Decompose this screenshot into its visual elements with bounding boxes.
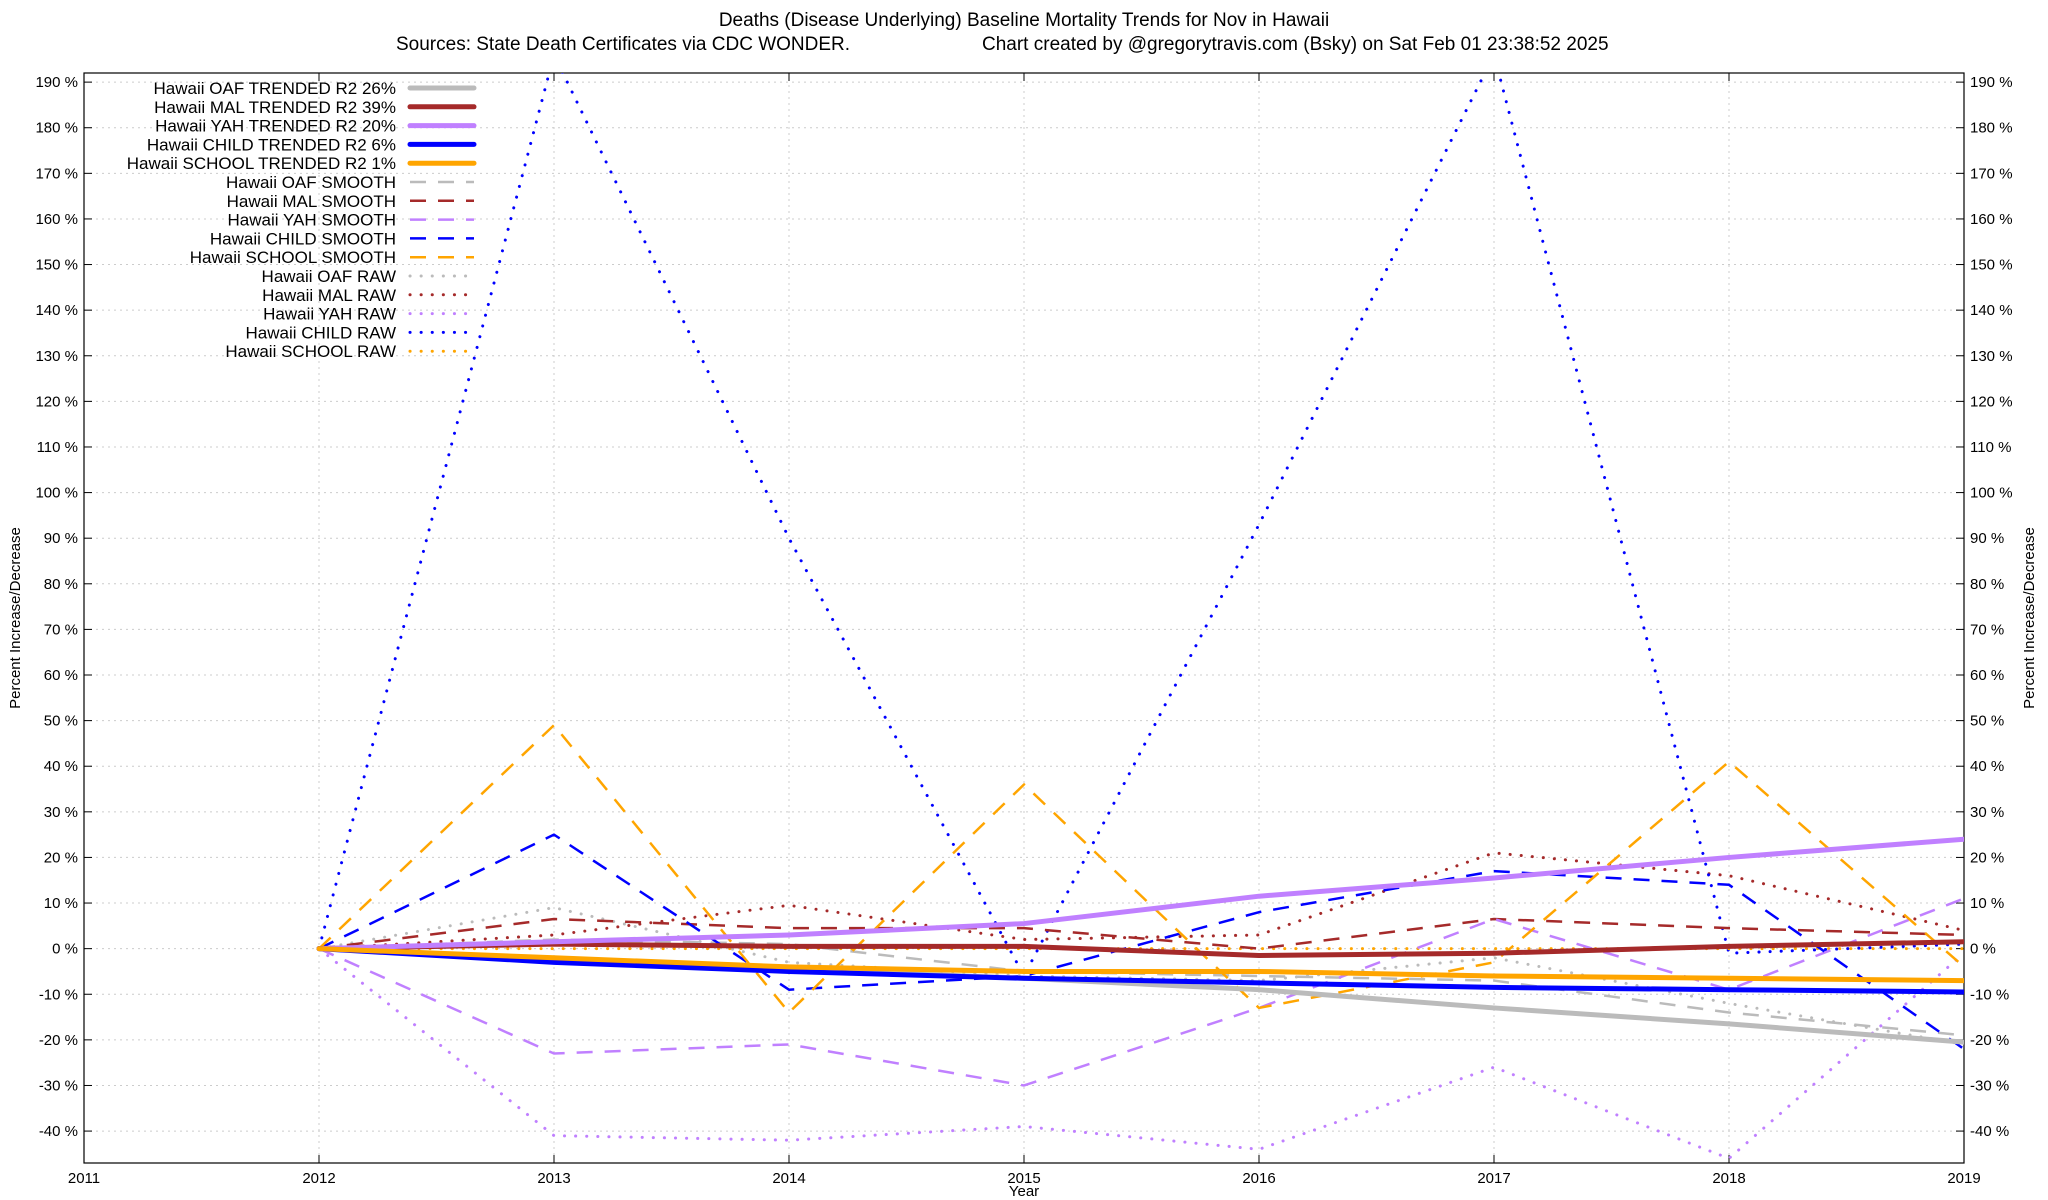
series-line-8 [318, 833, 1964, 1051]
y-tick-label-right: 180 % [1970, 120, 2013, 137]
legend-label: Hawaii YAH RAW [263, 305, 396, 324]
series-line-9 [318, 723, 1964, 1014]
series-layer [316, 73, 1964, 1160]
y-tick-label-right: 160 % [1970, 211, 2013, 228]
axis-ticks: 2011 2012 2013 2014 2015 2016 2017 2018 2019 -40 … [35, 73, 2013, 1187]
legend-label: Hawaii YAH SMOOTH [228, 211, 396, 230]
x-tick-label: 2016 [1242, 1170, 1275, 1187]
y-tick-label-right: 100 % [1970, 485, 2013, 502]
y-tick-label-right: 130 % [1970, 348, 2013, 365]
y-tick-label-right: 10 % [1970, 895, 2004, 912]
y-tick-label-right: -20 % [1970, 1032, 2009, 1049]
y-tick-label-left: 120 % [35, 393, 78, 410]
series-line-12 [317, 947, 1964, 1160]
chart-subtitle-credit: Chart created by @gregorytravis.com (Bsk… [982, 34, 1609, 55]
y-tick-label-right: 0 % [1970, 941, 1996, 958]
y-tick-label-left: 90 % [44, 530, 78, 547]
y-tick-label-right: 20 % [1970, 849, 2004, 866]
y-tick-label-right: -10 % [1970, 986, 2009, 1003]
legend-label: Hawaii CHILD SMOOTH [210, 229, 396, 248]
x-tick-label: 2019 [1947, 1170, 1980, 1187]
y-tick-label-left: -10 % [39, 986, 78, 1003]
y-tick-label-left: 130 % [35, 348, 78, 365]
y-tick-label-left: 180 % [35, 120, 78, 137]
x-tick-label: 2013 [537, 1170, 570, 1187]
series-line-4 [316, 946, 1964, 984]
x-tick-label: 2017 [1477, 1170, 1510, 1187]
legend-label: Hawaii OAF RAW [262, 267, 396, 286]
legend-label: Hawaii SCHOOL TRENDED R2 1% [127, 154, 396, 173]
legend-label: Hawaii MAL RAW [262, 286, 396, 305]
y-tick-label-left: 20 % [44, 849, 78, 866]
y-tick-label-left: 100 % [35, 485, 78, 502]
legend-label: Hawaii OAF SMOOTH [226, 173, 396, 192]
y-tick-label-right: -40 % [1970, 1123, 2009, 1140]
legend-label: Hawaii CHILD RAW [245, 323, 396, 342]
y-tick-label-left: -40 % [39, 1123, 78, 1140]
y-tick-label-left: 80 % [44, 576, 78, 593]
legend-label: Hawaii MAL TRENDED R2 39% [154, 98, 396, 117]
y-tick-label-right: 120 % [1970, 393, 2013, 410]
legend-label: Hawaii CHILD TRENDED R2 6% [147, 135, 396, 154]
y-tick-label-right: 30 % [1970, 804, 2004, 821]
chart-title: Deaths (Disease Underlying) Baseline Mor… [719, 10, 1329, 31]
legend-label: Hawaii OAF TRENDED R2 26% [154, 79, 396, 98]
y-tick-label-left: -20 % [39, 1032, 78, 1049]
series-line-6 [318, 917, 1964, 950]
y-tick-label-left: 190 % [35, 74, 78, 91]
y-tick-label-right: 70 % [1970, 621, 2004, 638]
y-tick-label-right: 190 % [1970, 74, 2013, 91]
legend-label: Hawaii SCHOOL SMOOTH [190, 248, 396, 267]
legend-label: Hawaii SCHOOL RAW [225, 342, 396, 361]
x-axis-label: Year [1009, 1183, 1039, 1200]
y-tick-label-right: 80 % [1970, 576, 2004, 593]
y-tick-label-right: 60 % [1970, 667, 2004, 684]
y-tick-label-left: 10 % [44, 895, 78, 912]
series-line-2 [316, 836, 1964, 952]
legend-label: Hawaii YAH TRENDED R2 20% [155, 117, 396, 136]
x-tick-label: 2015 [1007, 1170, 1040, 1187]
x-tick-label: 2018 [1712, 1170, 1745, 1187]
y-tick-label-right: 170 % [1970, 165, 2013, 182]
y-tick-label-left: 110 % [37, 439, 78, 456]
y-tick-label-right: 50 % [1970, 713, 2004, 730]
legend-label: Hawaii MAL SMOOTH [227, 192, 396, 211]
y-tick-label-right: 140 % [1970, 302, 2013, 319]
y-tick-label-right: 90 % [1970, 530, 2004, 547]
y-tick-label-right: 40 % [1970, 758, 2004, 775]
y-tick-label-left: 150 % [35, 257, 78, 274]
series-line-13 [317, 73, 1964, 978]
legend: Hawaii OAF TRENDED R2 26%Hawaii MAL TREN… [127, 79, 477, 361]
y-tick-label-left: 0 % [52, 941, 78, 958]
y-tick-label-left: 140 % [35, 302, 78, 319]
series-line-1 [316, 939, 1964, 958]
series-line-11 [317, 851, 1964, 951]
x-tick-label: 2011 [68, 1170, 100, 1187]
series-line-3 [316, 946, 1964, 995]
y-tick-label-left: 50 % [44, 713, 78, 730]
y-axis-label-left: Percent Increase/Decrease [7, 527, 24, 709]
x-tick-label: 2012 [302, 1170, 335, 1187]
y-tick-label-left: 40 % [44, 758, 78, 775]
y-axis-label-right: Percent Increase/Decrease [2021, 527, 2038, 709]
y-tick-label-left: 60 % [44, 667, 78, 684]
y-tick-label-right: -30 % [1970, 1077, 2009, 1094]
y-tick-label-left: 30 % [44, 804, 78, 821]
y-tick-label-right: 110 % [1970, 439, 2011, 456]
chart-subtitle-source: Sources: State Death Certificates via CD… [396, 34, 850, 55]
x-tick-label: 2014 [772, 1170, 805, 1187]
y-tick-label-left: 170 % [35, 165, 78, 182]
y-tick-label-left: -30 % [39, 1077, 78, 1094]
y-tick-label-left: 70 % [44, 621, 78, 638]
y-tick-label-left: 160 % [35, 211, 78, 228]
y-tick-label-right: 150 % [1970, 257, 2013, 274]
